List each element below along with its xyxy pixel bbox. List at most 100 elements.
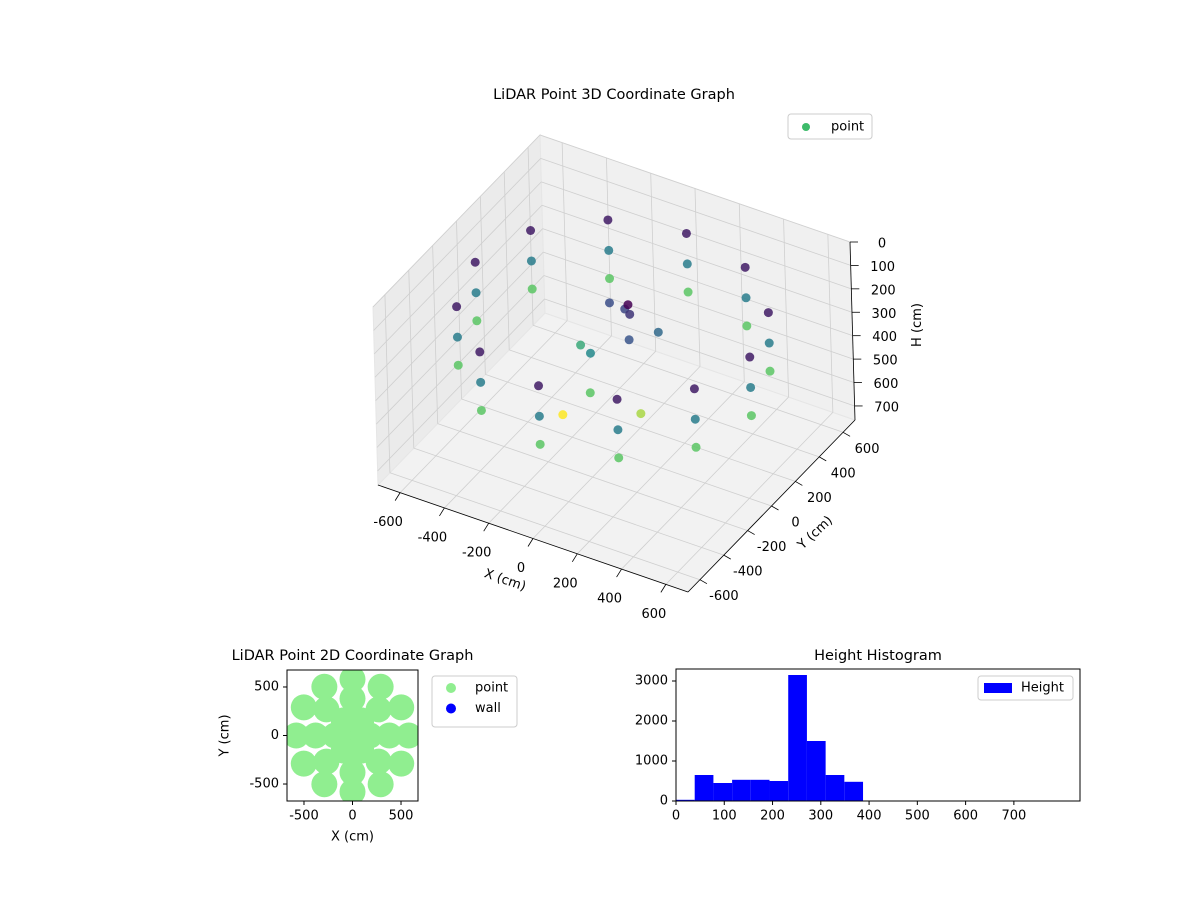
x-tick-label: 500 (389, 809, 414, 824)
point (534, 411, 544, 421)
point (311, 771, 338, 798)
point (603, 215, 613, 225)
point (290, 750, 317, 777)
grid-line (485, 374, 796, 482)
point (746, 382, 756, 392)
z-tick-label: 300 (872, 307, 897, 322)
legend-marker (446, 683, 456, 693)
point (534, 381, 544, 391)
point (476, 405, 486, 415)
point (764, 338, 774, 348)
y-axis-label: Y (cm) (218, 714, 233, 757)
tick-mark (527, 538, 534, 547)
point (690, 414, 700, 424)
point (689, 384, 699, 394)
x-tick-label: 600 (641, 607, 666, 622)
grid-line (413, 447, 724, 556)
point (682, 259, 692, 269)
y-tick-label: 1000 (635, 754, 668, 769)
y-tick-label: 0 (791, 516, 799, 531)
z-axis-label: H (cm) (910, 303, 925, 347)
z-tick-label: 200 (871, 283, 896, 298)
x-tick-label: 0 (348, 809, 356, 824)
point (339, 759, 366, 786)
axes-frame (675, 668, 1081, 802)
grid-line (461, 398, 772, 507)
bar (676, 799, 695, 801)
point (302, 722, 329, 749)
point (604, 245, 614, 255)
point (763, 308, 773, 318)
point (558, 410, 568, 420)
y-tick-label: -400 (733, 565, 763, 580)
point (472, 316, 482, 326)
grid-line (374, 204, 543, 378)
chart-title: LiDAR Point 3D Coordinate Graph (493, 87, 735, 103)
z-axis-line (849, 241, 856, 421)
x-tick-label: -600 (373, 515, 403, 530)
point (742, 321, 752, 331)
point (613, 425, 623, 435)
x-tick-label: -400 (418, 530, 448, 545)
bar (788, 675, 807, 801)
grid-line (738, 203, 745, 382)
y-tick-label: 200 (807, 491, 832, 506)
point (585, 388, 595, 398)
point (653, 327, 663, 337)
legend-label: point (475, 681, 508, 696)
point (625, 309, 635, 319)
z-tick-label: 0 (878, 237, 886, 252)
bar (806, 741, 826, 801)
bar (825, 775, 845, 801)
grid-line (650, 173, 657, 352)
legend-label: wall (475, 701, 501, 716)
grid-line (544, 298, 855, 407)
z-tick-label: 400 (872, 330, 897, 345)
point (388, 750, 415, 777)
point (605, 274, 615, 284)
point (740, 262, 750, 272)
legend-box (787, 113, 873, 140)
y-tick-label: -500 (249, 777, 279, 792)
point (535, 439, 545, 449)
grid-line (503, 171, 510, 350)
grid-line (374, 181, 542, 355)
y-tick-label: 600 (855, 442, 880, 457)
y-tick-label: -200 (757, 540, 787, 555)
point (612, 394, 622, 404)
grid-line (561, 142, 568, 321)
point (624, 335, 634, 345)
grid-line (437, 423, 748, 531)
point (745, 352, 755, 362)
point (475, 347, 485, 357)
x-tick-label: 300 (808, 809, 833, 824)
tick-mark (439, 507, 445, 517)
point (527, 284, 537, 294)
point (526, 226, 536, 236)
point (339, 670, 366, 693)
bar (769, 781, 789, 801)
tick-mark (842, 431, 851, 437)
grid-line (827, 234, 834, 413)
x-tick-label: 100 (712, 809, 737, 824)
legend-marker (446, 703, 456, 714)
point (746, 411, 756, 421)
point (388, 694, 415, 721)
y-tick-label: 400 (831, 466, 856, 481)
z-tick-label: 500 (873, 354, 898, 369)
legend-marker (802, 123, 810, 131)
grid-line (527, 147, 534, 326)
grid-line (384, 294, 391, 473)
point (376, 722, 403, 749)
chart-title: LiDAR Point 2D Coordinate Graph (232, 648, 474, 664)
x-tick-label: 500 (905, 809, 930, 824)
tick-mark (795, 481, 803, 486)
grid-line (389, 472, 701, 581)
x-axis-label: X (cm) (331, 830, 374, 845)
grid-line (694, 188, 701, 367)
point (585, 348, 595, 358)
tick-mark (616, 568, 622, 578)
z-tick-label: 700 (874, 400, 899, 415)
tick-mark (699, 579, 708, 585)
